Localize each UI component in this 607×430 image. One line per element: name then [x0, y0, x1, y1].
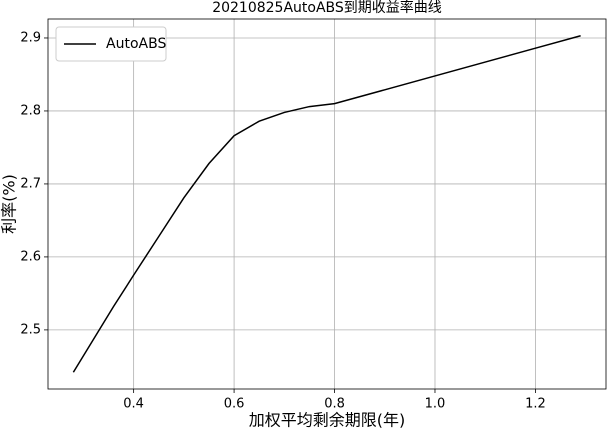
y-tick-label: 2.6: [20, 249, 41, 264]
chart-title: 20210825AutoABS到期收益率曲线: [212, 0, 442, 16]
y-tick-label: 2.5: [20, 322, 41, 337]
y-axis-label: 利率(%): [0, 174, 19, 234]
x-tick-label: 0.8: [324, 397, 345, 412]
x-tick-label: 1.0: [425, 397, 446, 412]
x-tick-label: 0.6: [224, 397, 245, 412]
legend-box: [55, 26, 167, 62]
plot-frame: [47, 18, 607, 390]
y-tick-label: 2.7: [20, 176, 41, 191]
x-tick-label: 0.4: [123, 397, 144, 412]
y-tick-label: 2.8: [20, 103, 41, 118]
y-tick-label: 2.9: [20, 30, 41, 45]
x-axis-label: 加权平均剩余期限(年): [249, 411, 406, 430]
x-tick-label: 1.2: [525, 397, 546, 412]
legend-label: AutoABS: [106, 36, 166, 52]
data-line: [72, 35, 581, 373]
